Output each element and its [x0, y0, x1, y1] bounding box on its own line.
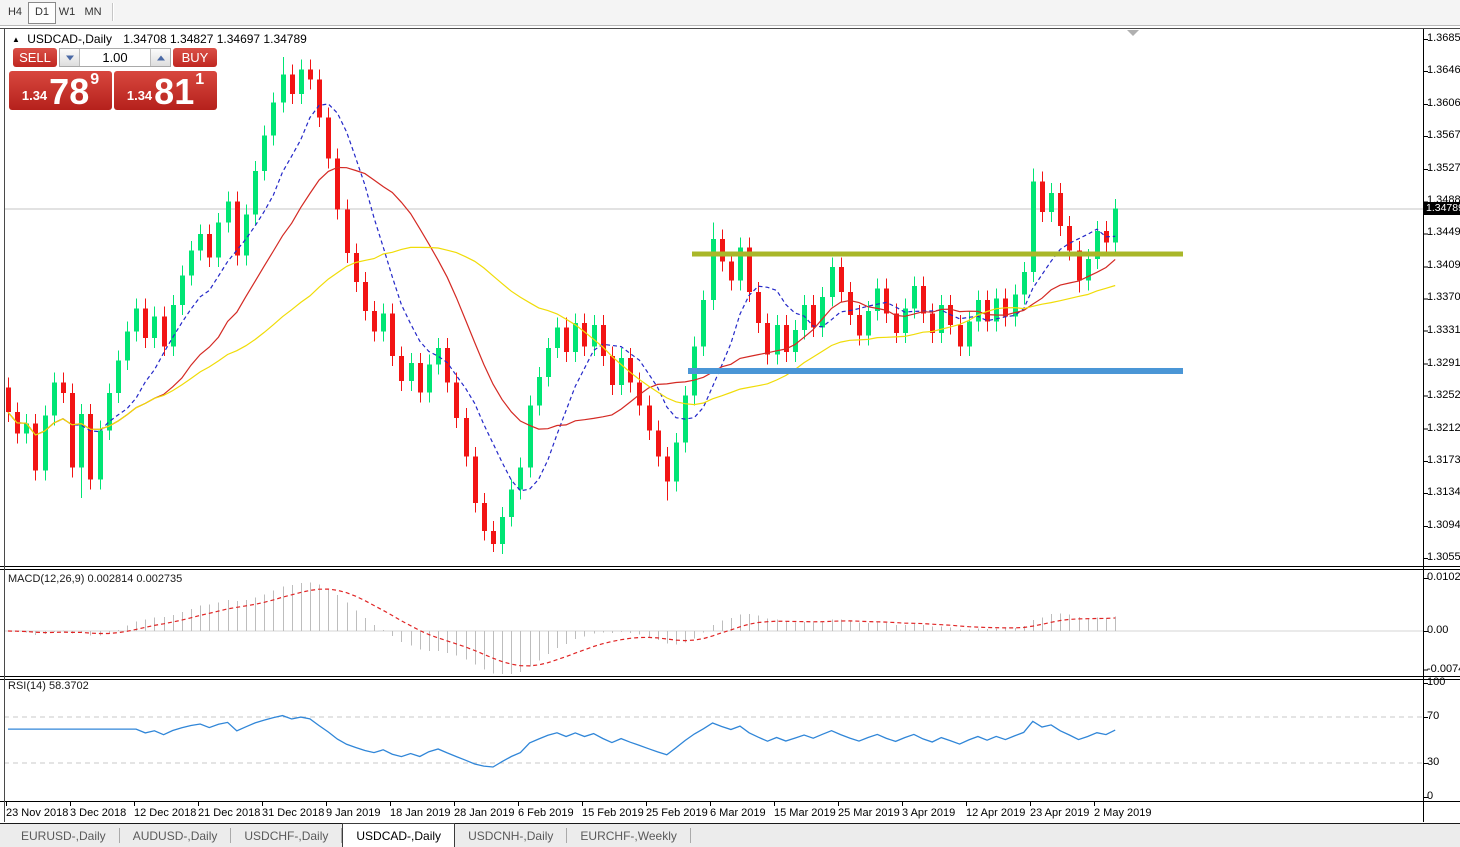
buy-price-point: 1 — [195, 71, 205, 88]
chart-tab-usdcad[interactable]: USDCAD-,Daily — [342, 823, 456, 847]
price-tick-label: 1.34090 — [1427, 259, 1460, 272]
date-tick-label: 31 Dec 2018 — [262, 807, 325, 819]
date-tick-label: 2 May 2019 — [1094, 807, 1152, 819]
price-tick-label: 1.34490 — [1427, 226, 1460, 239]
price-tick-label: 1.31340 — [1427, 485, 1460, 498]
tab-separator — [341, 828, 343, 843]
tab-separator — [689, 828, 691, 843]
collapse-icon[interactable]: ▲ — [12, 35, 20, 44]
ma-mid-line — [7, 166, 1116, 436]
timeframe-button-h4[interactable]: H4 — [7, 6, 23, 18]
date-tick-label: 25 Mar 2019 — [838, 807, 900, 819]
timeframe-button-mn[interactable]: MN — [84, 6, 102, 18]
price-tick-label: 1.33310 — [1427, 323, 1460, 336]
candles-layer — [6, 57, 1118, 554]
toolbar-separator — [112, 3, 114, 21]
volume-decrease-button[interactable] — [60, 49, 80, 66]
price-tick-label: 1.35670 — [1427, 129, 1460, 142]
tab-separator — [230, 828, 232, 843]
date-tick-label: 6 Feb 2019 — [518, 807, 574, 819]
ma-fast-line — [7, 103, 1116, 492]
macd-signal-line — [7, 588, 1116, 667]
buy-button[interactable]: BUY — [173, 48, 217, 67]
chevron-up-icon — [156, 55, 165, 60]
date-tick-label: 23 Nov 2018 — [6, 807, 69, 819]
rsi-line — [8, 714, 1116, 768]
date-tick-label: 12 Apr 2019 — [966, 807, 1026, 819]
sell-price-point: 9 — [90, 71, 100, 88]
chart-tab-eurusd[interactable]: EURUSD-,Daily — [21, 828, 106, 843]
chart-title: ▲ USDCAD-,Daily 1.34708 1.34827 1.34697 … — [12, 32, 307, 46]
volume-value[interactable]: 1.00 — [102, 50, 128, 65]
macd-histogram — [17, 582, 1116, 674]
chart-tab-eurchf[interactable]: EURCHF-,Weekly — [580, 828, 677, 843]
date-tick-label: 6 Mar 2019 — [710, 807, 766, 819]
price-tick-label: 1.32910 — [1427, 356, 1460, 369]
buy-price-button[interactable]: 1.34 81 1 — [114, 71, 217, 110]
timeframe-toolbar: H4 D1 W1 MN — [0, 0, 1460, 26]
price-tick-label: 1.36850 — [1427, 32, 1460, 44]
chart-tab-audusd[interactable]: AUDUSD-,Daily — [132, 828, 218, 843]
timeframe-button-d1[interactable]: D1 — [28, 2, 56, 24]
price-tick-label: 1.36460 — [1427, 64, 1460, 77]
date-tick-label: 21 Dec 2018 — [198, 807, 261, 819]
macd-label: MACD(12,26,9) 0.002814 0.002735 — [8, 573, 183, 585]
chart-tab-usdchf[interactable]: USDCHF-,Daily — [244, 828, 329, 843]
date-tick-label: 23 Apr 2019 — [1030, 807, 1090, 819]
tab-separator — [566, 828, 568, 843]
price-tick-label: 1.36060 — [1427, 97, 1460, 110]
chart-canvas[interactable] — [0, 28, 1460, 823]
current-price-tag: 1.34789 — [1424, 202, 1460, 215]
chart-tab-bar: EURUSD-,Daily AUDUSD-,Daily USDCHF-,Daily U… — [0, 823, 1460, 847]
sell-price-button[interactable]: 1.34 78 9 — [9, 71, 112, 110]
price-tick-label: 1.32120 — [1427, 421, 1460, 434]
date-tick-label: 28 Jan 2019 — [454, 807, 515, 819]
macd-tick-label: 0.010229 — [1427, 571, 1460, 583]
rsi-tick-label: 0 — [1427, 790, 1434, 802]
sell-price-pips: 78 — [49, 71, 90, 113]
chart-tab-usdcnh[interactable]: USDCNH-,Daily — [468, 828, 554, 843]
price-tick-label: 1.33700 — [1427, 291, 1460, 304]
chart-window: ▲ USDCAD-,Daily 1.34708 1.34827 1.34697 … — [0, 28, 1460, 823]
chevron-down-icon — [65, 55, 74, 60]
macd-tick-label: -0.00747 — [1427, 662, 1460, 675]
buy-price-pips: 81 — [154, 71, 195, 113]
date-tick-label: 3 Dec 2018 — [70, 807, 127, 819]
price-tick-label: 1.35270 — [1427, 162, 1460, 175]
tab-separator — [118, 828, 120, 843]
date-tick-label: 15 Mar 2019 — [774, 807, 836, 819]
chart-symbol-label: USDCAD-,Daily — [27, 32, 112, 46]
rsi-label: RSI(14) 58.3702 — [8, 680, 89, 692]
date-tick-label: 12 Dec 2018 — [134, 807, 197, 819]
price-tick-label: 1.32520 — [1427, 388, 1460, 401]
chart-ohlc-values: 1.34708 1.34827 1.34697 1.34789 — [123, 32, 307, 46]
volume-increase-button[interactable] — [150, 49, 170, 66]
date-tick-label: 15 Feb 2019 — [582, 807, 644, 819]
macd-tick-label: 0.00 — [1427, 624, 1449, 636]
sell-button[interactable]: SELL — [13, 48, 57, 67]
sell-price-prefix: 1.34 — [21, 88, 48, 103]
chart-shift-marker-icon[interactable] — [1127, 30, 1139, 36]
resistance-line[interactable] — [692, 251, 1183, 257]
date-tick-label: 9 Jan 2019 — [326, 807, 381, 819]
date-tick-label: 18 Jan 2019 — [390, 807, 451, 819]
rsi-tick-label: 70 — [1427, 710, 1440, 723]
volume-stepper: 1.00 — [59, 48, 171, 67]
date-tick-label: 3 Apr 2019 — [902, 807, 956, 819]
date-tick-label: 25 Feb 2019 — [646, 807, 708, 819]
support-line[interactable] — [688, 367, 1183, 374]
timeframe-button-w1[interactable]: W1 — [58, 6, 76, 18]
buy-price-prefix: 1.34 — [126, 88, 153, 103]
price-tick-label: 1.31730 — [1427, 453, 1460, 466]
price-tick-label: 1.30940 — [1427, 518, 1460, 531]
rsi-tick-label: 30 — [1427, 755, 1440, 768]
rsi-tick-label: 100 — [1427, 676, 1446, 688]
ma-slow-line — [7, 246, 1116, 436]
